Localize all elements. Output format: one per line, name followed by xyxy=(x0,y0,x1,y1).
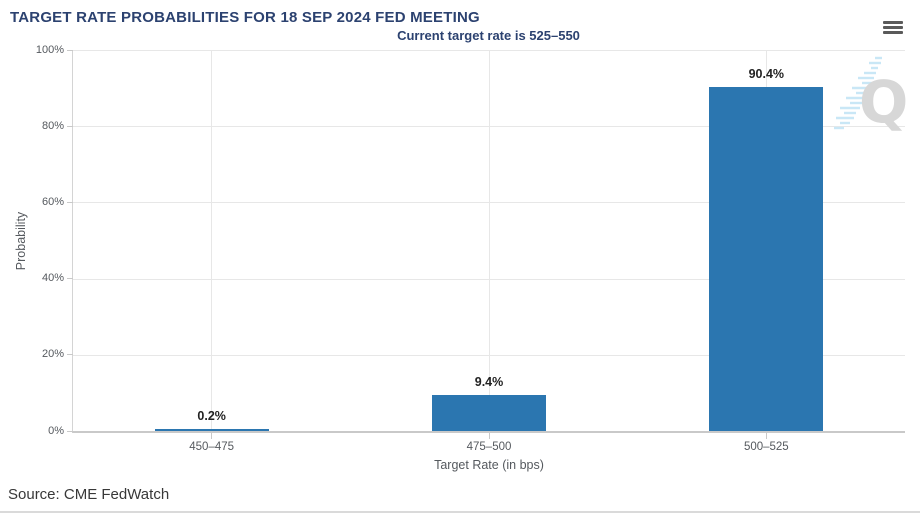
bar-value-label: 0.2% xyxy=(197,409,226,423)
bar[interactable] xyxy=(709,86,824,431)
x-category-label: 450–475 xyxy=(189,441,235,453)
y-tick-label: 0% xyxy=(48,424,64,437)
plot-area: Target Rate (in bps) 0% 20% 40% 60% 80% 100% 0… xyxy=(36,44,905,472)
bar-value-label: 90.4% xyxy=(748,66,785,81)
x-axis-tick xyxy=(211,432,213,439)
bar[interactable] xyxy=(154,429,269,431)
y-axis-title: Probability xyxy=(14,211,28,271)
bar[interactable] xyxy=(432,395,546,431)
x-category-label: 500–525 xyxy=(743,441,789,453)
y-tick-label: 40% xyxy=(41,272,64,285)
gridline-vertical xyxy=(211,50,213,431)
gridline-vertical xyxy=(488,50,490,431)
y-axis-tick xyxy=(67,278,73,280)
y-axis-tick xyxy=(67,201,73,203)
footer-divider xyxy=(0,511,920,513)
bar-value-label: 9.4% xyxy=(474,375,504,390)
y-tick-label: 60% xyxy=(41,195,64,208)
x-axis-title: Target Rate (in bps) xyxy=(434,458,544,472)
chart-subtitle: Current target rate is 525–550 xyxy=(397,28,580,43)
x-axis-tick xyxy=(488,432,490,439)
y-axis-tick xyxy=(67,125,73,127)
y-tick-label: 100% xyxy=(35,43,64,56)
export-menu-button[interactable] xyxy=(883,17,907,37)
y-tick-label: 80% xyxy=(41,119,64,132)
chart-title: TARGET RATE PROBABILITIES FOR 18 SEP 202… xyxy=(10,9,480,26)
y-axis-tick xyxy=(67,430,73,432)
x-category-label: 475–500 xyxy=(466,441,512,453)
y-axis-tick xyxy=(67,49,73,51)
source-text: Source: CME FedWatch xyxy=(8,486,170,503)
x-axis-tick xyxy=(765,432,767,439)
y-tick-label: 20% xyxy=(41,348,64,361)
y-axis-tick xyxy=(67,354,73,356)
